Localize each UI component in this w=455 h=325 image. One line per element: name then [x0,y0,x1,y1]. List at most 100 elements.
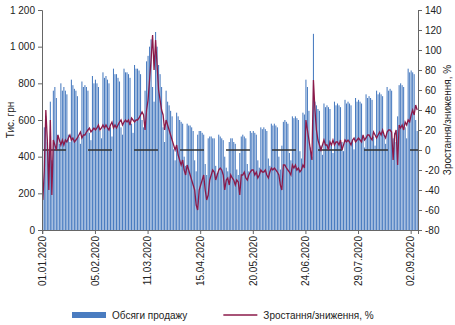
tick: 0 [29,225,42,236]
tick-label: -60 [425,205,440,216]
bar [63,87,64,230]
bar [155,32,156,230]
bar [308,111,309,230]
bar [179,120,180,230]
bar [211,137,212,231]
bar [382,96,383,230]
bar [95,80,96,230]
bar [388,91,389,230]
bar [134,65,135,230]
bar [266,131,267,230]
bar [81,82,82,231]
tick: -60 [418,205,440,216]
bar [277,127,278,230]
bar [148,56,149,230]
bar [262,129,263,230]
bar [206,175,207,230]
bar [396,142,397,230]
bar [354,149,355,230]
tick: 40 [418,105,437,116]
tick-mark [38,10,42,11]
bar [233,142,234,230]
bar [74,89,75,230]
tick-mark [418,50,422,51]
bar [242,135,243,230]
tick-mark [305,230,306,234]
bar [328,107,329,230]
bar [256,135,257,230]
bar [381,94,382,230]
tick-label: -20 [425,165,440,176]
bar [402,85,403,230]
legend-swatch [223,314,257,316]
bar [77,96,78,230]
bar [400,83,401,230]
tick-mark [42,230,43,234]
bar [229,142,230,230]
bars [42,32,417,230]
zero-line [42,149,418,151]
bar [178,116,179,230]
bar [391,91,392,230]
tick: 1 000 [10,41,42,52]
tick-label: 80 [425,65,437,76]
bar [372,100,373,230]
bar [257,160,258,230]
legend: Обсяги продажуЗростання/зниження, % [72,310,374,321]
tick-mark [38,83,42,84]
bar [176,113,177,230]
tick: 400 [18,151,42,162]
bar [275,126,276,231]
bar [341,142,342,230]
bar [60,83,61,230]
bar [322,155,323,230]
bar [218,135,219,230]
x-axis: 01.01.202005.02.202011.03.202015.04.2020… [37,230,418,286]
bar [364,148,365,231]
bar [403,87,404,230]
tick: 0 [418,145,431,156]
bar [295,116,296,230]
bar [415,120,416,230]
bar [92,76,93,230]
bar [193,131,194,230]
tick: 24.06.2020 [300,230,311,286]
tick-mark [38,230,42,231]
bar [408,69,409,230]
bar [329,109,330,230]
tick-label: 60 [425,85,437,96]
tick-mark [358,230,359,234]
bar [409,72,410,230]
tick-mark [418,10,422,11]
bar [181,122,182,230]
bar [286,122,287,230]
tick: 100 [418,45,442,56]
bar [131,124,132,230]
bar [272,126,273,231]
tick-label: 200 [18,188,35,199]
tick-label: 05.02.2020 [90,236,101,286]
plot: 02004006008001 0001 200-80-60-40-2002040… [10,5,442,286]
bar [66,94,67,230]
bar [399,85,400,230]
tick-label: 1 000 [10,41,35,52]
bar [54,87,55,230]
bar [98,87,99,230]
bar [293,118,294,230]
tick-label: 1 200 [10,5,35,16]
bar [390,89,391,230]
tick: 15.04.2020 [195,230,206,286]
bar [384,135,385,230]
tick: 02.09.2020 [405,230,416,286]
bar [250,131,251,230]
bar [83,87,84,230]
bar [90,140,91,230]
bar [217,173,218,230]
bar [302,113,303,230]
bar [379,93,380,231]
bar [224,157,225,230]
bar [305,80,306,230]
tick: 29.07.2020 [353,230,364,286]
tick: -80 [418,225,440,236]
bar [385,144,386,230]
